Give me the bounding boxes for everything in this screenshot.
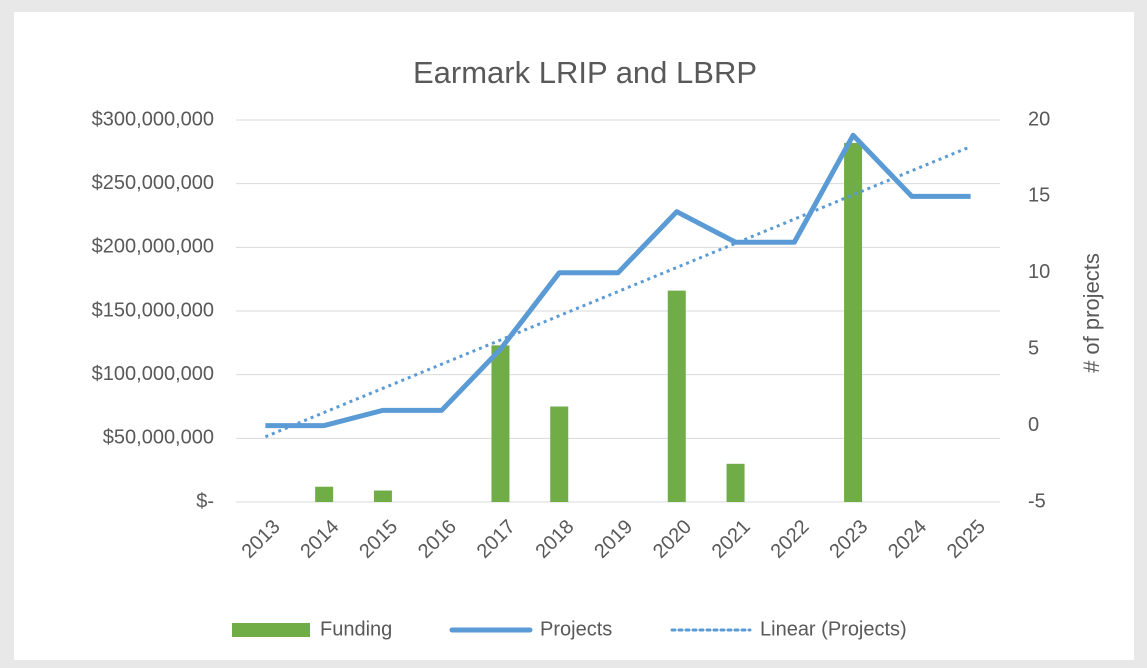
bar [844, 142, 863, 503]
y-tick-label: $300,000,000 [92, 108, 214, 130]
bar [726, 463, 745, 502]
y2-tick-label: -5 [1028, 490, 1046, 512]
legend-swatch [232, 623, 310, 637]
y2-axis-label: # of projects [1079, 253, 1104, 373]
y-tick-label: $200,000,000 [92, 236, 214, 258]
bar [315, 486, 334, 502]
bar [667, 290, 686, 502]
chart-title: Earmark LRIP and LBRP [413, 55, 757, 90]
trend-line [264, 145, 972, 439]
bar [491, 345, 510, 502]
y2-tick-label: 0 [1028, 414, 1039, 436]
y-tick-label: $250,000,000 [92, 172, 214, 194]
y2-tick-label: 5 [1028, 337, 1039, 359]
legend-label: Linear (Projects) [760, 618, 907, 640]
bar [550, 406, 569, 502]
y-tick-label: $150,000,000 [92, 299, 214, 321]
bar [373, 490, 392, 502]
legend-label: Funding [320, 618, 392, 640]
y2-tick-label: 10 [1028, 261, 1050, 283]
y-tick-label: $100,000,000 [92, 363, 214, 385]
legend-label: Projects [540, 618, 612, 640]
line [265, 132, 971, 429]
y2-tick-label: 20 [1028, 108, 1050, 130]
y-tick-label: $- [196, 490, 214, 512]
y2-tick-label: 15 [1028, 185, 1050, 207]
y-tick-label: $50,000,000 [103, 427, 214, 449]
